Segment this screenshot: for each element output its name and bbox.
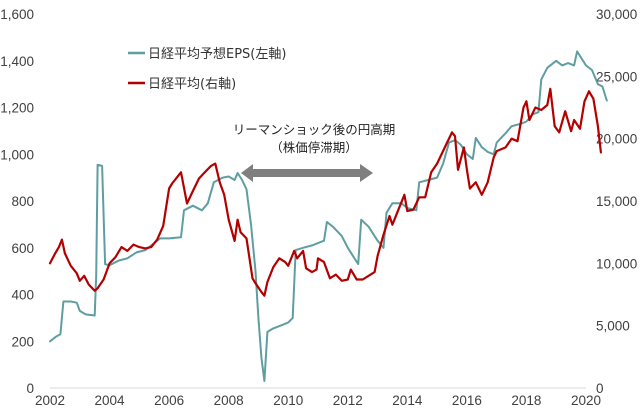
- x-tick-label: 2014: [392, 393, 423, 408]
- x-tick-label: 2010: [273, 393, 303, 408]
- left-tick-label: 200: [11, 334, 34, 349]
- annotation: リーマンショック後の円高期 （株価停滞期）: [233, 122, 396, 182]
- annotation-line1: リーマンショック後の円高期: [233, 122, 396, 137]
- left-tick-label: 1,000: [0, 147, 34, 162]
- x-tick-label: 2018: [511, 393, 541, 408]
- x-tick-label: 2002: [35, 393, 65, 408]
- right-tick-label: 5,000: [596, 319, 630, 334]
- left-tick-label: 0: [26, 381, 34, 396]
- x-tick-label: 2020: [571, 393, 601, 408]
- legend-label-nikkei: 日経平均(右軸): [148, 77, 236, 92]
- x-tick-label: 2016: [452, 393, 482, 408]
- eps-line: [49, 50, 608, 382]
- left-tick-label: 800: [11, 194, 34, 209]
- left-tick-label: 1,600: [0, 7, 34, 22]
- right-tick-label: 25,000: [596, 69, 637, 84]
- legend: 日経平均予想EPS(左軸) 日経平均(右軸): [128, 46, 286, 92]
- x-tick-label: 2006: [154, 393, 184, 408]
- x-tick-label: 2012: [333, 393, 363, 408]
- series-layer: [48, 50, 608, 382]
- left-y-axis: 0 200 400 600 800 1,000 1,200 1,400 1,600: [0, 7, 34, 396]
- right-y-axis: 0 5,000 10,000 15,000 20,000 25,000 30,000: [596, 7, 637, 396]
- double-arrow-icon: [241, 164, 373, 182]
- left-tick-label: 600: [11, 241, 34, 256]
- left-tick-label: 1,200: [0, 101, 34, 116]
- left-tick-label: 1,400: [0, 54, 34, 69]
- right-tick-label: 0: [596, 381, 604, 396]
- right-tick-label: 30,000: [596, 7, 637, 22]
- x-tick-label: 2008: [214, 393, 244, 408]
- annotation-line2: （株価停滞期）: [270, 140, 358, 155]
- right-tick-label: 20,000: [596, 132, 637, 147]
- nikkei-line: [48, 87, 603, 297]
- right-tick-label: 10,000: [596, 256, 637, 271]
- x-axis: 2002 2004 2006 2008 2010 2012 2014 2016 2018 2020: [35, 387, 601, 408]
- left-tick-label: 400: [11, 288, 34, 303]
- legend-item-eps: 日経平均予想EPS(左軸): [128, 46, 286, 62]
- legend-label-eps: 日経平均予想EPS(左軸): [148, 46, 286, 62]
- right-tick-label: 15,000: [596, 194, 637, 209]
- x-tick-label: 2004: [95, 393, 126, 408]
- legend-item-nikkei: 日経平均(右軸): [128, 77, 236, 92]
